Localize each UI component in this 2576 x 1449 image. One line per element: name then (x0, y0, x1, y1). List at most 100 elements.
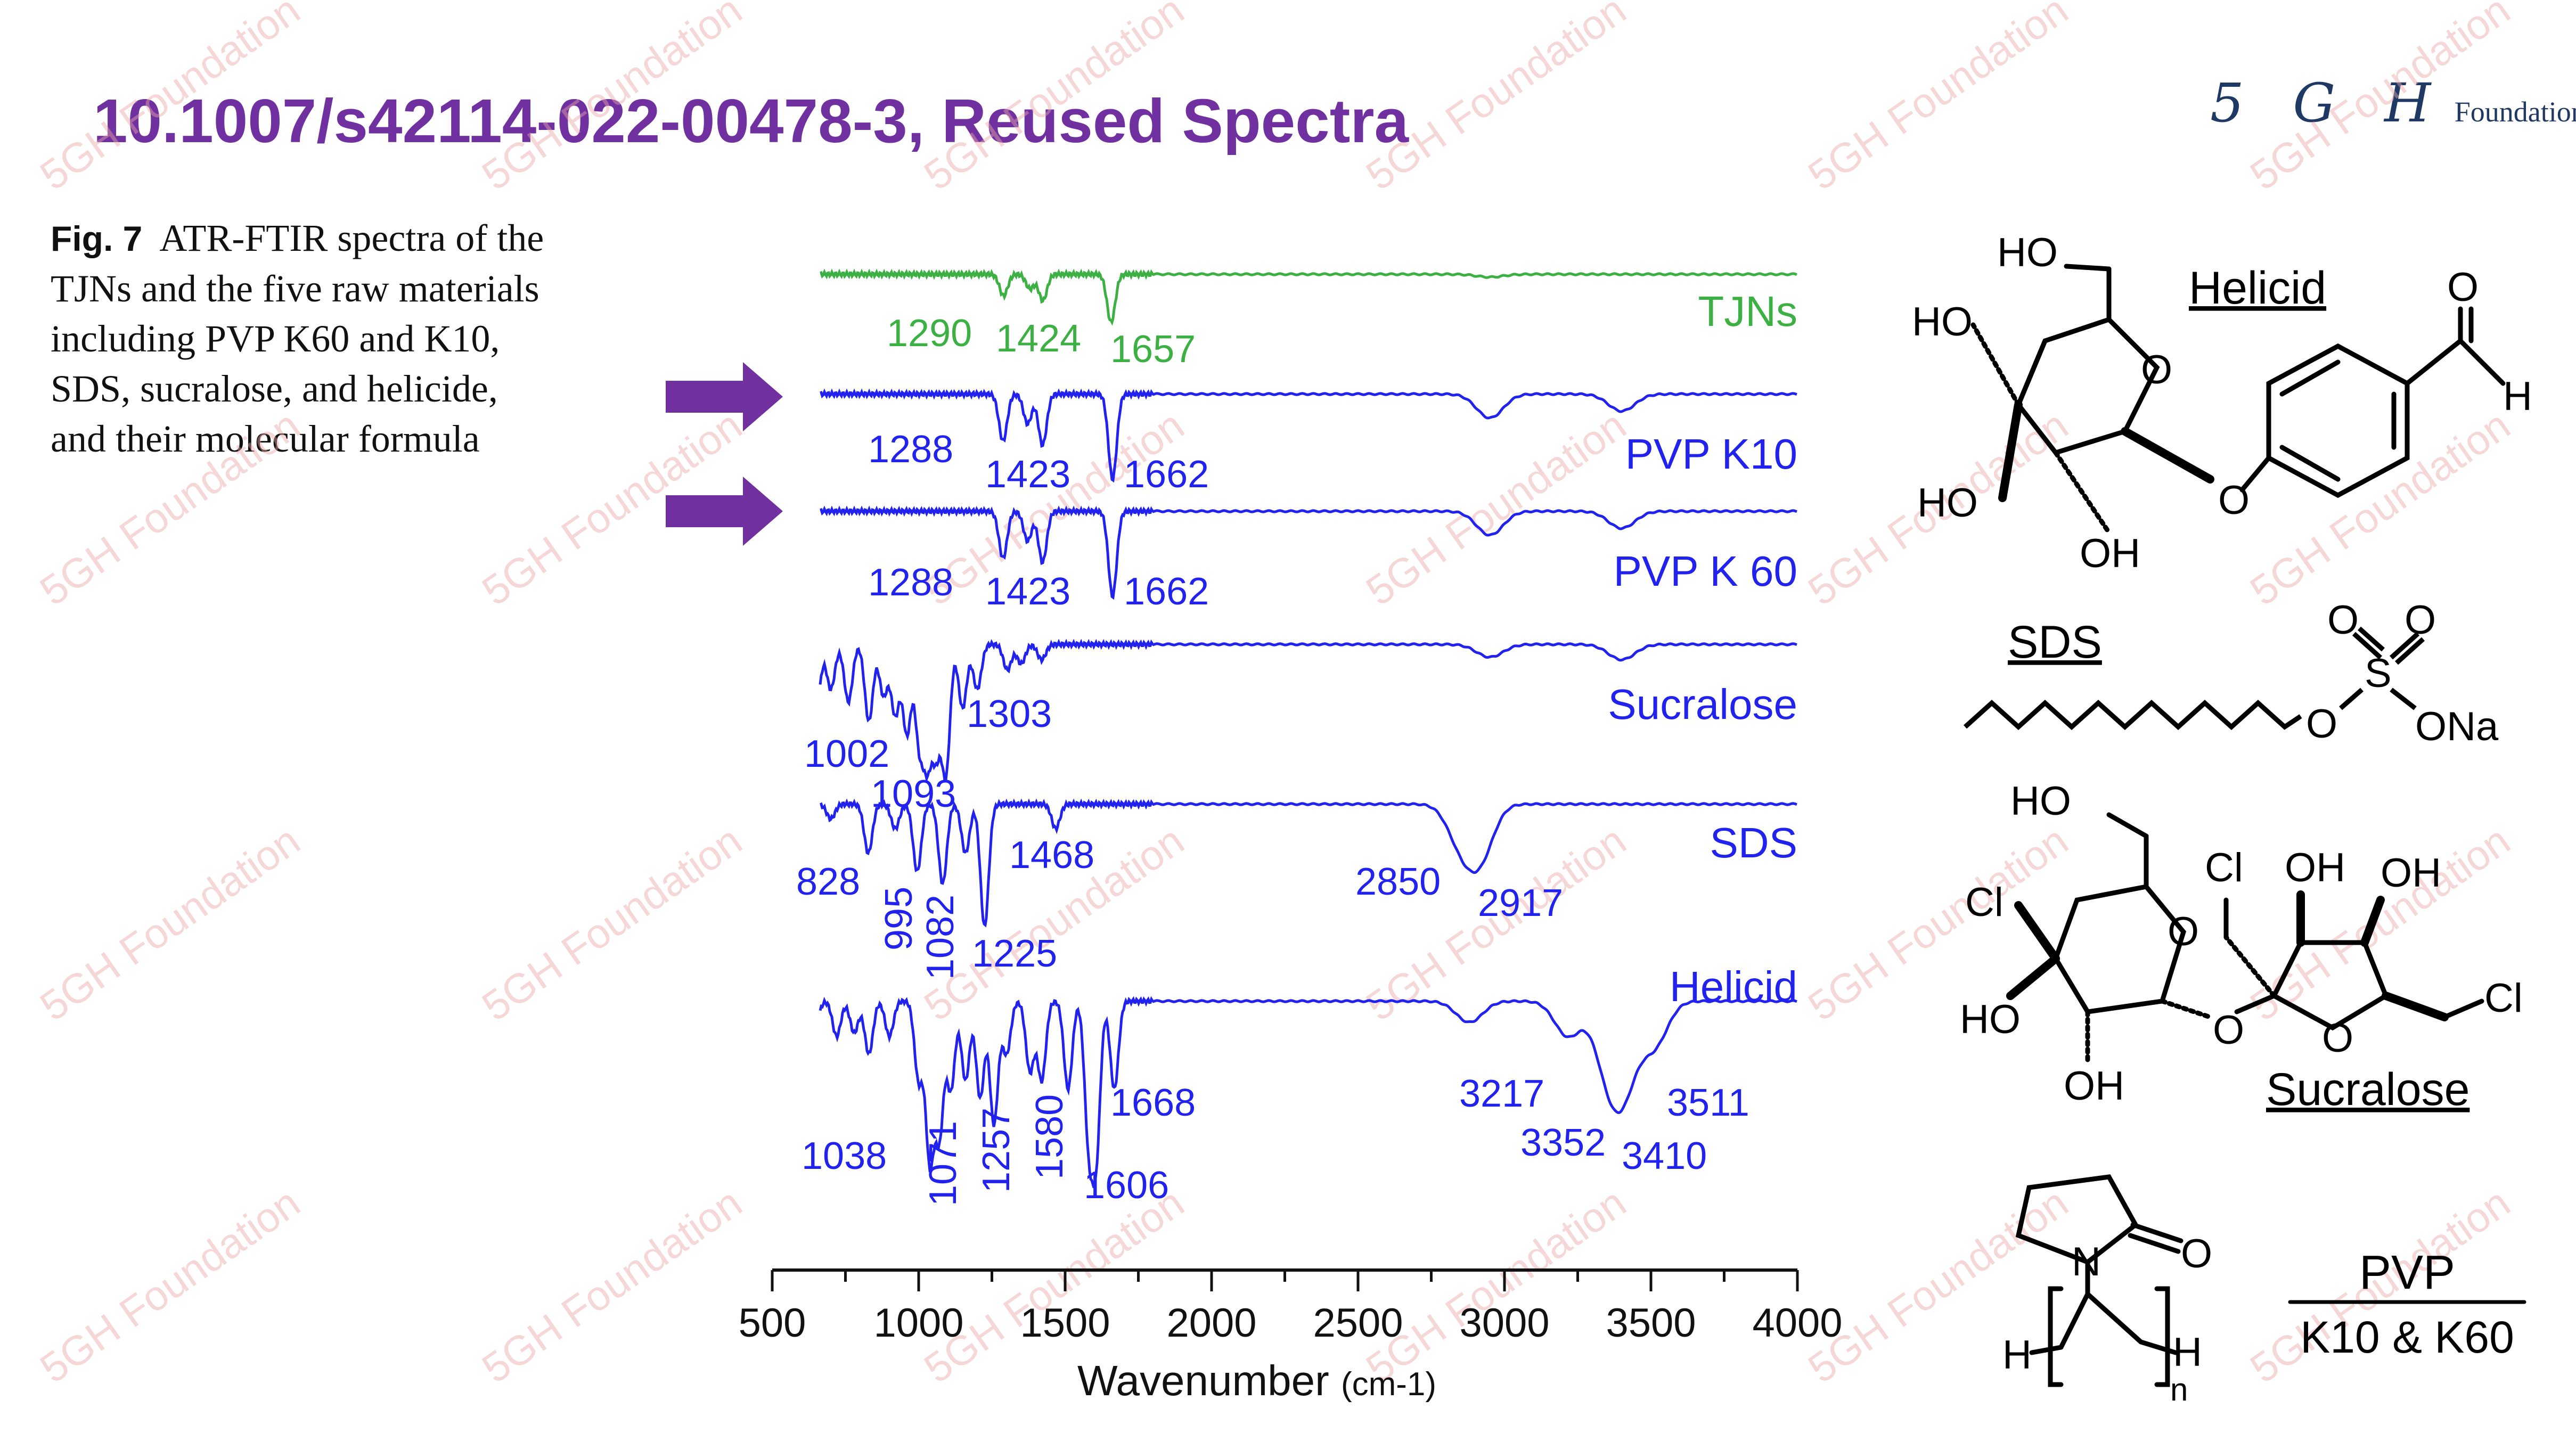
atom-label: OH (2285, 845, 2345, 890)
watermark-text: 5GH Foundation (31, 402, 308, 615)
peak-label: 1662 (1124, 570, 1209, 613)
peak-label: 3410 (1622, 1135, 1707, 1177)
watermark-text: 5GH Foundation (2242, 0, 2518, 199)
atom-label: Cl (2484, 976, 2523, 1021)
peak-label: 828 (796, 861, 860, 903)
spectrum-line-pvp-k-60 (820, 505, 1797, 600)
watermark-text: 5GH Foundation (473, 0, 750, 199)
logo-mark: 5 G H (2210, 72, 2447, 134)
spectrum-line-helicid (819, 996, 1797, 1189)
watermark-text: 5GH Foundation (1800, 1179, 2076, 1392)
peak-label: 1424 (996, 317, 1081, 360)
watermark-text: 5GH Foundation (1357, 1179, 1634, 1392)
peak-label: 1288 (868, 561, 953, 604)
atom-label: ONa (2415, 704, 2499, 749)
caption-line: ATR-FTIR spectra of the (159, 217, 544, 259)
molecule-grade-pvp: K10 & K60 (2300, 1312, 2514, 1362)
peak-labels: 1290 1424 1657 1288 1423 1662 1288 1423 … (796, 312, 1749, 1207)
x-tick-label: 3500 (1606, 1300, 1696, 1346)
atom-label: O (2218, 478, 2250, 523)
spectra-layer (819, 268, 1797, 1189)
watermark-text: 5GH Foundation (473, 1179, 750, 1392)
peak-label: 1468 (1009, 834, 1094, 877)
watermark-text: 5GH Foundation (31, 1179, 308, 1392)
atom-label: H (2173, 1330, 2202, 1375)
peak-label: 1423 (985, 570, 1070, 613)
atom-label: HO (1960, 997, 2021, 1042)
foundation-logo: 5 G H Foundation (2210, 72, 2576, 134)
caption-line: SDS, sucralose, and helicide, (51, 367, 498, 410)
x-axis: 500 1000 1500 2000 2500 3000 3500 4000 (739, 1268, 1843, 1346)
x-axis-unit: (cm-1) (1341, 1366, 1436, 1403)
atom-label: O (2306, 701, 2337, 747)
atom-label: O (2213, 1008, 2244, 1053)
peak-label: 1668 (1110, 1082, 1196, 1124)
molecule-sds (1963, 626, 2425, 731)
x-tick-label: 4000 (1752, 1300, 1842, 1346)
series-label-pvp-k10: PVP K10 (1625, 430, 1797, 478)
atom-label: O (2181, 1231, 2212, 1276)
atom-label: S (2365, 651, 2392, 696)
molecule-sucralose-atoms: HO Cl O Cl OH OH HO O OH O Cl Sucralose (1960, 779, 2523, 1115)
series-label-sds: SDS (1710, 819, 1798, 866)
atom-label: HO (1912, 299, 1973, 345)
peak-label: 2850 (1355, 861, 1441, 903)
spectrum-line-pvp-k10 (820, 388, 1797, 483)
watermark-text: 5GH Foundation (31, 0, 308, 199)
molecule-helicid-atoms: HO HO O HO OH O O H Helicid (1912, 230, 2532, 576)
molecule-name-helicid: Helicid (2189, 263, 2326, 314)
logo-text: Foundation (2454, 96, 2576, 128)
peak-label: 1002 (804, 733, 889, 775)
atom-label: Cl (1965, 880, 2003, 925)
spectrum-line-tjns (820, 268, 1797, 326)
x-tick-label: 3000 (1459, 1300, 1549, 1346)
watermark-text: 5GH Foundation (473, 817, 750, 1030)
atom-label: HO (1997, 230, 2058, 275)
molecule-name-sucralose: Sucralose (2266, 1064, 2469, 1115)
molecule-name-sds: SDS (2008, 617, 2102, 668)
peak-label: 2917 (1478, 882, 1563, 924)
atom-label: O (2405, 597, 2436, 643)
atom-label: H (2002, 1332, 2032, 1378)
arrow-icon (666, 477, 783, 546)
page-title: 10.1007/s42114-022-00478-3, Reused Spect… (93, 86, 1409, 155)
spectrum-line-sds (820, 798, 1797, 928)
series-label-pvp-k60: PVP K 60 (1614, 547, 1797, 595)
molecule-helicid (1970, 264, 2506, 535)
atom-label: Cl (2205, 845, 2243, 890)
peak-label: 1288 (868, 428, 953, 471)
atom-label: OH (2080, 531, 2140, 576)
x-axis-label: Wavenumber (1077, 1357, 1329, 1404)
peak-label: 1423 (985, 453, 1070, 496)
peak-label: 1657 (1110, 328, 1196, 371)
series-labels: TJNs PVP K10 PVP K 60 Sucralose SDS Heli… (1608, 288, 1797, 1010)
caption-line: including PVP K60 and K10, (51, 317, 500, 360)
caption-line: TJNs and the five raw materials (51, 267, 539, 310)
figure-caption: Fig. 7 ATR-FTIR spectra of the TJNs and … (51, 213, 636, 464)
atom-label: n (2170, 1372, 2188, 1407)
x-tick-label: 2000 (1166, 1300, 1256, 1346)
peak-label: 1071 (922, 1121, 964, 1206)
peak-label: 3511 (1667, 1082, 1749, 1124)
peak-label: 1303 (967, 693, 1052, 735)
peak-label: 995 (878, 887, 920, 951)
watermark-text: 5GH Foundation (915, 0, 1192, 199)
atom-label: O (2327, 597, 2359, 643)
x-tick-label: 1000 (873, 1300, 963, 1346)
watermark-text: 5GH Foundation (31, 817, 308, 1030)
peak-label: 3352 (1520, 1121, 1606, 1164)
molecule-name-pvp: PVP (2359, 1246, 2455, 1299)
atom-label: O (2447, 265, 2479, 310)
watermark-layer: 5GH Foundation 5GH Foundation 5GH Foundati… (31, 0, 2518, 1392)
series-label-helicid: Helicid (1670, 963, 1797, 1010)
peak-label: 1290 (887, 312, 972, 355)
peak-label: 1580 (1028, 1094, 1071, 1180)
x-tick-label: 1500 (1020, 1300, 1110, 1346)
peak-label: 1662 (1124, 453, 1209, 496)
watermark-text: 5GH Foundation (2242, 402, 2518, 615)
peak-label: 1082 (919, 895, 962, 980)
peak-label: 1257 (975, 1108, 1018, 1193)
atom-label: HO (1917, 480, 1978, 526)
peak-label: 1606 (1084, 1164, 1169, 1207)
